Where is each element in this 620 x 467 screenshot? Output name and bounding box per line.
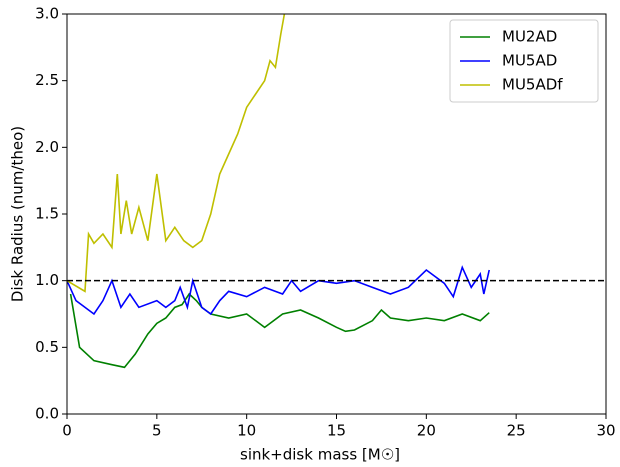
x-tick-label: 15 [327,422,346,440]
y-tick-label: 0.0 [35,405,59,423]
series-line [67,265,490,316]
series-line [67,14,286,293]
x-axis-label: sink+disk mass [M☉] [240,446,400,464]
y-axis-label: Disk Radius (num/theo) [9,126,27,302]
x-tick-label: 30 [596,422,615,440]
x-tick-label: 25 [507,422,526,440]
y-tick-label: 3.0 [35,5,59,23]
x-tick-label: 0 [62,422,72,440]
plot-frame [66,13,607,415]
legend-label: MU5ADf [502,76,563,94]
legend-box [449,19,599,103]
y-tick-label: 2.5 [35,71,59,89]
y-tick-label: 0.5 [35,338,59,356]
y-tick-label: 1.5 [35,205,59,223]
y-tick-label: 1.0 [35,271,59,289]
x-tick-label: 10 [237,422,256,440]
legend-label: MU2AD [502,28,557,46]
y-tick-label: 2.0 [35,138,59,156]
x-tick-label: 5 [152,422,162,440]
series-line [69,292,490,369]
legend-label: MU5AD [502,52,557,70]
x-tick-label: 20 [417,422,436,440]
